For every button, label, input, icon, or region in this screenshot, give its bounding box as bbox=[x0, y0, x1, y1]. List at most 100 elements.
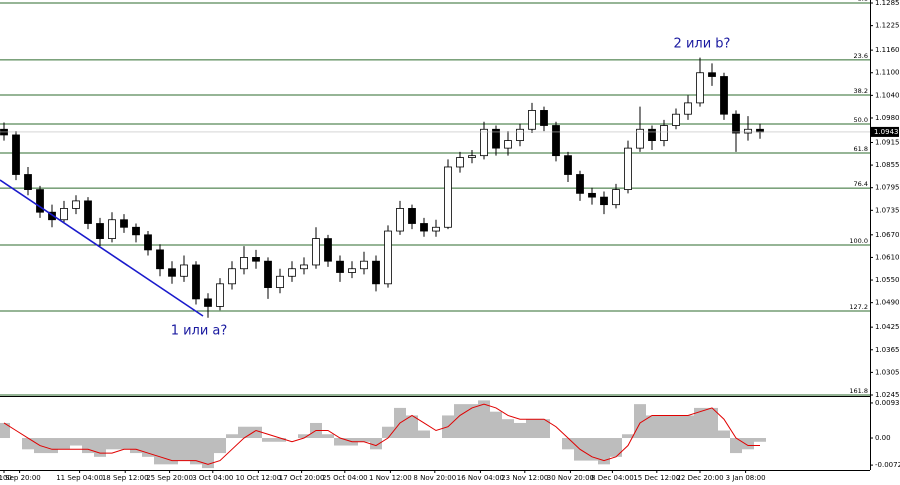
signal-line bbox=[3, 403, 760, 465]
x-tick-label: 8 Dec 04:00 bbox=[591, 474, 634, 482]
x-tick-label: 30 Nov 20:00 bbox=[547, 474, 594, 482]
candle-body bbox=[348, 268, 356, 273]
histogram-bar bbox=[226, 434, 238, 439]
histogram-bar bbox=[238, 426, 250, 439]
histogram-bar bbox=[754, 438, 766, 442]
y-tick-label: 1.0305 bbox=[875, 368, 900, 376]
y-tick-label: 1.0365 bbox=[875, 346, 900, 354]
candle-body bbox=[204, 298, 212, 307]
x-tick-label: 1 Sep 20:00 bbox=[0, 474, 41, 482]
histogram-bar bbox=[202, 438, 214, 469]
histogram-bar bbox=[730, 438, 742, 454]
histogram-bar bbox=[562, 438, 574, 450]
y-tick-label: 1.1100 bbox=[875, 69, 900, 77]
candle-body bbox=[612, 189, 620, 206]
y-tick-label: 1.0795 bbox=[875, 184, 900, 192]
candle-body bbox=[120, 219, 128, 228]
histogram-bar bbox=[538, 419, 550, 439]
candle-body bbox=[696, 72, 704, 104]
candle-body bbox=[156, 249, 164, 270]
trend-line bbox=[0, 179, 204, 317]
histogram-bar bbox=[526, 419, 538, 439]
histogram-bar bbox=[166, 438, 178, 465]
candle-body bbox=[360, 260, 368, 270]
candle-body bbox=[180, 264, 188, 277]
candle-body bbox=[396, 208, 404, 232]
histogram-bar bbox=[646, 415, 658, 439]
y-tick-label: 1.0735 bbox=[875, 206, 900, 214]
candle-body bbox=[624, 147, 632, 190]
fib-label: 161.8 bbox=[849, 387, 868, 395]
fib-label: 38.2 bbox=[854, 87, 868, 95]
y-tick-label: 1.0610 bbox=[875, 253, 900, 261]
histogram-bar bbox=[718, 430, 730, 439]
histogram-bar bbox=[658, 415, 670, 439]
x-tick-label: 1 Nov 12:00 bbox=[369, 474, 412, 482]
candle-body bbox=[372, 260, 380, 285]
candle-body bbox=[444, 166, 452, 228]
last-price-label: 1.0943 bbox=[874, 128, 899, 136]
x-tick-label: 3 Jan 08:00 bbox=[726, 474, 766, 482]
histogram-bar bbox=[334, 438, 346, 446]
candle-body bbox=[504, 140, 512, 149]
x-tick-label: 15 Dec 12:00 bbox=[633, 474, 680, 482]
fib-label: 61.8 bbox=[854, 145, 868, 153]
candle-body bbox=[408, 208, 416, 224]
histogram-bar bbox=[634, 404, 646, 439]
histogram-bar bbox=[370, 438, 382, 450]
candle-body bbox=[540, 110, 548, 126]
y-tick-label: 1.1040 bbox=[875, 91, 900, 99]
candle-body bbox=[48, 211, 56, 221]
osc-tick-label: 0.00 bbox=[875, 434, 891, 442]
annotation: 1 или a? bbox=[171, 324, 228, 339]
histogram-bar bbox=[514, 422, 526, 439]
x-tick-label: 8 Nov 20:00 bbox=[413, 474, 456, 482]
histogram-bar bbox=[610, 438, 622, 457]
histogram-bar bbox=[70, 438, 82, 446]
x-tick-label: 2:00 bbox=[0, 474, 12, 482]
fib-label: 50.0 bbox=[854, 116, 868, 124]
x-tick-label: 22 Dec 20:00 bbox=[676, 474, 723, 482]
candle-body bbox=[300, 264, 308, 270]
candle-body bbox=[720, 76, 728, 115]
histogram-bar bbox=[490, 411, 502, 439]
candle-body bbox=[312, 238, 320, 266]
y-tick-label: 1.0855 bbox=[875, 161, 900, 169]
histogram-bar bbox=[262, 438, 274, 442]
histogram-bar bbox=[106, 438, 118, 450]
candle-body bbox=[228, 268, 236, 285]
histogram-bar bbox=[250, 426, 262, 439]
histogram-bar bbox=[154, 438, 166, 465]
x-tick-label: 23 Nov 12:00 bbox=[501, 474, 548, 482]
histogram-bar bbox=[706, 407, 718, 439]
x-tick-label: 25 Sep 20:00 bbox=[146, 474, 193, 482]
candle-body bbox=[708, 72, 716, 77]
candle-body bbox=[384, 230, 392, 285]
candle-body bbox=[456, 157, 464, 168]
candle-body bbox=[84, 200, 92, 224]
candle-body bbox=[528, 110, 536, 130]
candle-body bbox=[420, 223, 428, 232]
histogram-bar bbox=[406, 415, 418, 439]
candle-body bbox=[336, 260, 344, 273]
y-tick-label: 1.0915 bbox=[875, 138, 900, 146]
candle-body bbox=[276, 275, 284, 288]
x-tick-label: 17 Oct 20:00 bbox=[279, 474, 325, 482]
histogram-bar bbox=[94, 438, 106, 457]
histogram-bar bbox=[358, 438, 370, 442]
histogram-bar bbox=[22, 438, 34, 450]
histogram-bar bbox=[178, 438, 190, 461]
histogram-bar bbox=[598, 438, 610, 465]
candle-body bbox=[672, 113, 680, 126]
fib-label: 0.0 bbox=[858, 0, 868, 3]
x-tick-label: 25 Oct 04:00 bbox=[322, 474, 368, 482]
y-tick-label: 1.1225 bbox=[875, 22, 900, 30]
fib-label: 127.2 bbox=[849, 303, 868, 311]
histogram-bar bbox=[682, 415, 694, 439]
x-tick-label: 16 Nov 04:00 bbox=[457, 474, 504, 482]
histogram-bar bbox=[0, 422, 10, 439]
last-price-box bbox=[871, 126, 899, 137]
y-tick-label: 1.0670 bbox=[875, 231, 900, 239]
x-tick-label: 18 Sep 12:00 bbox=[102, 474, 149, 482]
histogram-bar bbox=[118, 438, 130, 450]
